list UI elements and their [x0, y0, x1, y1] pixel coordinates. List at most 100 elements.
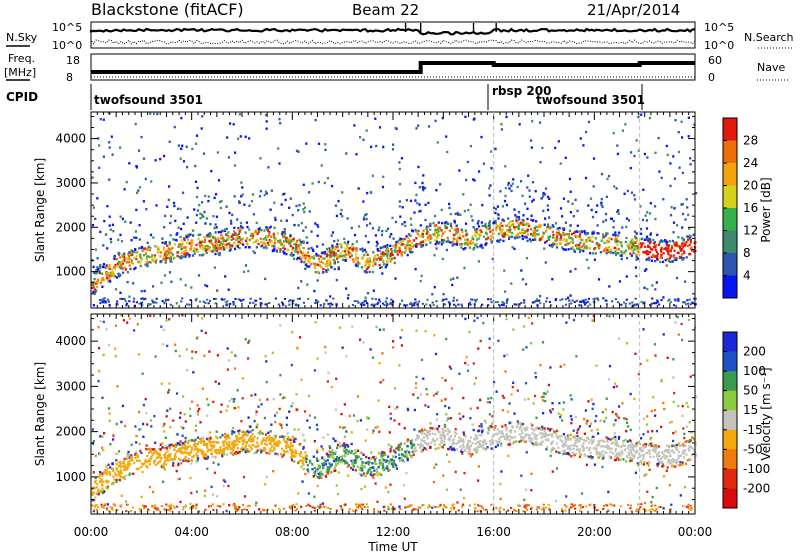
- heat-cell: [361, 467, 364, 470]
- heat-cell: [545, 448, 548, 451]
- heat-cell: [165, 447, 168, 450]
- heat-cell: [372, 289, 375, 292]
- heat-cell: [148, 459, 151, 463]
- power-colorbar-tick: 20: [743, 179, 758, 193]
- heat-cell: [177, 462, 180, 465]
- heat-cell: [459, 437, 462, 441]
- heat-cell: [350, 226, 353, 230]
- heat-cell: [652, 396, 655, 399]
- heat-cell: [264, 236, 267, 239]
- heat-cell: [618, 405, 621, 408]
- heat-cell: [501, 234, 504, 237]
- heat-cell: [627, 444, 630, 448]
- heat-cell: [576, 437, 579, 441]
- heat-cell: [168, 388, 171, 392]
- heat-cell: [313, 416, 317, 419]
- heat-cell: [151, 453, 154, 456]
- heat-cell: [385, 264, 388, 267]
- heat-cell: [612, 436, 615, 440]
- heat-cell: [443, 437, 446, 440]
- heat-cell: [434, 234, 437, 237]
- heat-cell: [123, 466, 126, 470]
- heat-cell: [361, 249, 364, 253]
- heat-cell: [214, 238, 217, 241]
- heat-cell: [408, 247, 411, 251]
- heat-cell: [380, 452, 383, 456]
- heat-cell: [501, 218, 504, 221]
- heat-cell: [98, 166, 101, 169]
- power-heatmap: [91, 111, 698, 308]
- heat-cell: [614, 447, 617, 451]
- heat-cell: [135, 434, 138, 438]
- heat-cell: [245, 241, 249, 244]
- heat-cell: [99, 266, 102, 269]
- heat-cell: [382, 145, 385, 149]
- heat-cell: [625, 225, 628, 229]
- heat-cell: [240, 241, 243, 244]
- heat-cell: [472, 362, 475, 365]
- heat-cell: [421, 431, 424, 434]
- heat-cell: [134, 248, 137, 252]
- heat-cell: [457, 439, 460, 443]
- heat-cell: [148, 255, 151, 259]
- heat-cell: [246, 237, 249, 240]
- heat-cell: [662, 453, 665, 456]
- heat-cell: [563, 449, 566, 452]
- heat-cell: [564, 452, 567, 455]
- heat-cell: [498, 240, 501, 243]
- heat-cell: [466, 363, 469, 367]
- heat-cell: [457, 231, 460, 234]
- heat-cell: [231, 233, 234, 236]
- heat-cell: [280, 447, 284, 450]
- heat-cell: [360, 487, 363, 491]
- heat-cell: [105, 272, 108, 275]
- heat-cell: [336, 239, 340, 242]
- heat-cell: [679, 248, 682, 251]
- heat-cell: [531, 219, 534, 222]
- heat-cell: [594, 419, 597, 423]
- heat-cell: [209, 441, 212, 444]
- heat-cell: [680, 120, 683, 123]
- heat-cell: [680, 256, 683, 259]
- heat-cell: [321, 502, 324, 505]
- heat-cell: [189, 476, 192, 480]
- heat-cell: [489, 238, 492, 241]
- heat-cell: [100, 478, 103, 481]
- heat-cell: [304, 258, 307, 261]
- heat-cell: [442, 232, 445, 235]
- heat-cell: [464, 242, 467, 245]
- heat-cell: [564, 243, 567, 247]
- heat-cell: [525, 224, 528, 227]
- heat-cell: [636, 248, 639, 252]
- heat-cell: [241, 226, 244, 229]
- heat-cell: [530, 214, 533, 217]
- heat-cell: [612, 424, 615, 427]
- heat-cell: [429, 422, 432, 425]
- heat-cell: [689, 241, 692, 244]
- heat-cell-ground: [277, 303, 280, 306]
- heat-cell: [420, 428, 423, 431]
- heat-cell-ground: [443, 303, 446, 306]
- heat-cell-ground: [371, 297, 374, 300]
- heat-cell: [371, 227, 374, 230]
- heat-cell: [229, 244, 232, 247]
- heat-cell: [578, 235, 581, 238]
- heat-cell: [275, 411, 278, 414]
- heat-cell: [120, 240, 124, 243]
- heat-cell: [134, 425, 137, 428]
- heat-cell: [167, 248, 171, 252]
- heat-cell: [291, 451, 294, 454]
- heat-cell: [115, 276, 118, 279]
- heat-cell: [544, 432, 547, 435]
- heat-cell: [350, 459, 353, 463]
- heat-cell: [565, 438, 568, 442]
- heat-cell: [666, 247, 669, 250]
- heat-cell-ground: [374, 303, 377, 306]
- heat-cell: [230, 238, 233, 241]
- heat-cell: [349, 255, 352, 259]
- heat-cell: [635, 232, 638, 235]
- heat-cell: [608, 285, 611, 288]
- heat-cell: [367, 457, 371, 460]
- heat-cell: [198, 203, 201, 207]
- heat-cell: [526, 433, 529, 437]
